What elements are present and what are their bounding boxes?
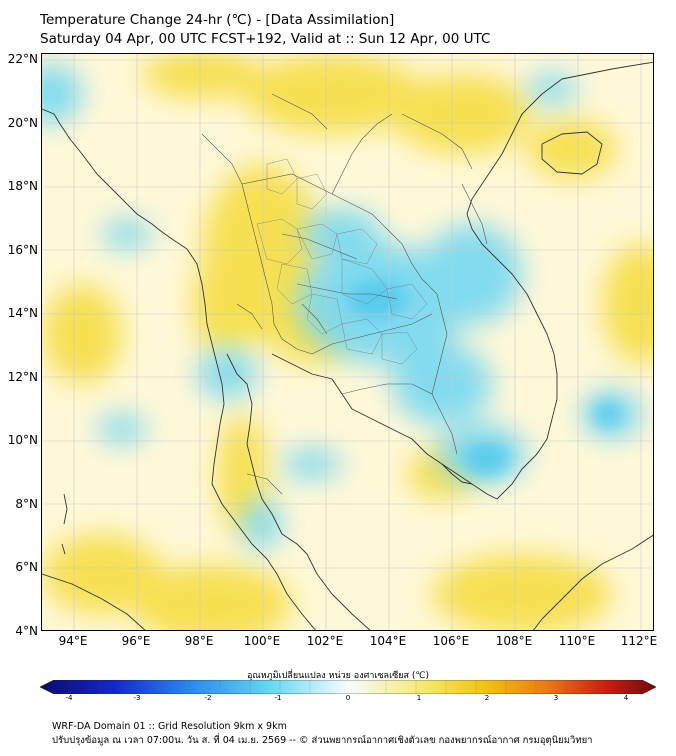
colorbar-tick: -1 — [274, 694, 282, 702]
colorbar-tick: 2 — [484, 694, 490, 702]
footer-line-1: WRF-DA Domain 01 :: Grid Resolution 9km … — [52, 721, 287, 732]
colorbar-tick: -3 — [133, 694, 141, 702]
admin-borders — [201, 93, 488, 495]
colorbar-tick: -4 — [65, 694, 73, 702]
colorbar — [40, 680, 656, 694]
colorbar-tick: -2 — [204, 694, 212, 702]
lat-label: 20°N — [7, 116, 38, 130]
coastline — [42, 61, 653, 630]
lon-label: 98°E — [184, 634, 214, 648]
lat-label: 6°N — [15, 560, 38, 574]
colorbar-tick: 3 — [553, 694, 559, 702]
lat-label: 12°N — [7, 370, 38, 384]
title-line-1: Temperature Change 24-hr (℃) - [Data Ass… — [40, 12, 395, 28]
colorbar-tick: 1 — [416, 694, 422, 702]
map-panel — [41, 53, 654, 631]
lat-label: 8°N — [15, 497, 38, 511]
chart-title: Temperature Change 24-hr (℃) - [Data Ass… — [40, 11, 490, 49]
lat-label: 14°N — [7, 306, 38, 320]
lon-label: 104°E — [369, 634, 407, 648]
colorbar-tick: 0 — [345, 694, 351, 702]
provincial-outlines — [256, 158, 428, 365]
lon-label: 102°E — [306, 634, 344, 648]
colorbar-title: อุณหภูมิเปลี่ยนแปลง หน่วย องศาเซลเซียส (… — [246, 671, 430, 681]
lat-label: 16°N — [7, 243, 38, 257]
footer-line-2: ปรับปรุงข้อมูล ณ เวลา 07:00น. วัน ส. ที่… — [52, 735, 593, 746]
lat-label: 4°N — [15, 624, 38, 638]
lon-label: 112°E — [620, 634, 658, 648]
lat-label: 22°N — [7, 52, 38, 66]
graticule — [42, 54, 653, 630]
map-canvas — [42, 54, 653, 630]
colorbar-tick: 4 — [623, 694, 629, 702]
lon-label: 96°E — [121, 634, 151, 648]
lon-label: 110°E — [558, 634, 596, 648]
title-line-2: Saturday 04 Apr, 00 UTC FCST+192, Valid … — [40, 31, 491, 47]
footer-credits: WRF-DA Domain 01 :: Grid Resolution 9km … — [52, 720, 593, 748]
lon-label: 106°E — [432, 634, 470, 648]
lat-label: 18°N — [7, 179, 38, 193]
lon-label: 108°E — [495, 634, 533, 648]
lon-label: 94°E — [58, 634, 88, 648]
lon-label: 100°E — [243, 634, 281, 648]
lat-label: 10°N — [7, 433, 38, 447]
